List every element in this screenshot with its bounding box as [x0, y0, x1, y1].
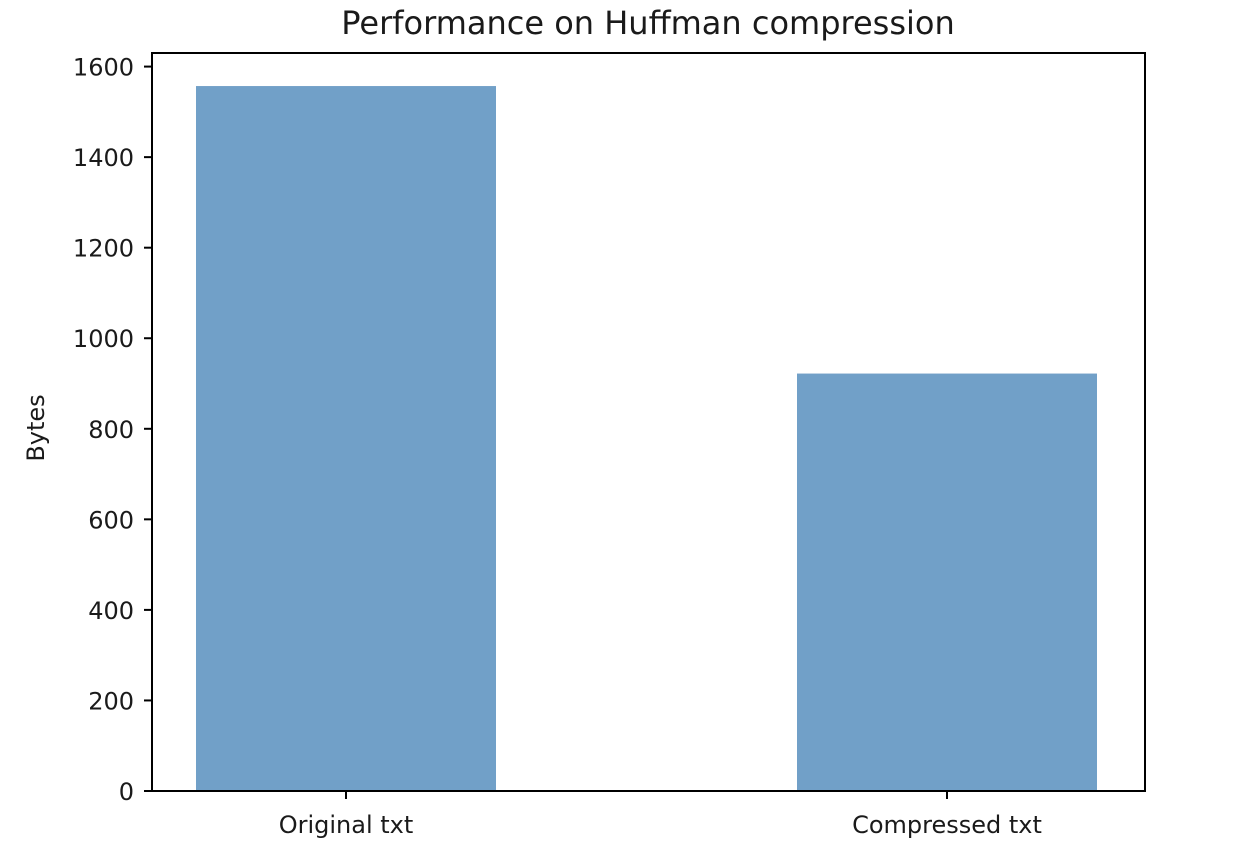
- chart-title: Performance on Huffman compression: [341, 4, 955, 42]
- y-axis-ticks: 0 200 400 600 800 1000 1200 1400 1600: [73, 54, 152, 806]
- bars-group: [196, 86, 1097, 792]
- bar-original-txt: [196, 86, 496, 792]
- y-tick-label: 800: [88, 416, 134, 444]
- y-tick-label: 200: [88, 687, 134, 715]
- y-axis-label: Bytes: [22, 394, 50, 461]
- y-tick-label: 1400: [73, 144, 134, 172]
- y-tick-label: 1000: [73, 325, 134, 353]
- plot-frame: [151, 52, 1146, 792]
- y-tick-label: 0: [119, 778, 134, 806]
- y-tick-label: 600: [88, 506, 134, 534]
- x-axis-ticks: Original txt Compressed txt: [279, 791, 1042, 839]
- y-tick-label: 400: [88, 597, 134, 625]
- y-tick-label: 1600: [73, 54, 134, 82]
- y-tick-label: 1200: [73, 235, 134, 263]
- bar-compressed-txt: [797, 373, 1097, 791]
- x-tick-label: Original txt: [279, 811, 414, 839]
- x-tick-label: Compressed txt: [852, 811, 1042, 839]
